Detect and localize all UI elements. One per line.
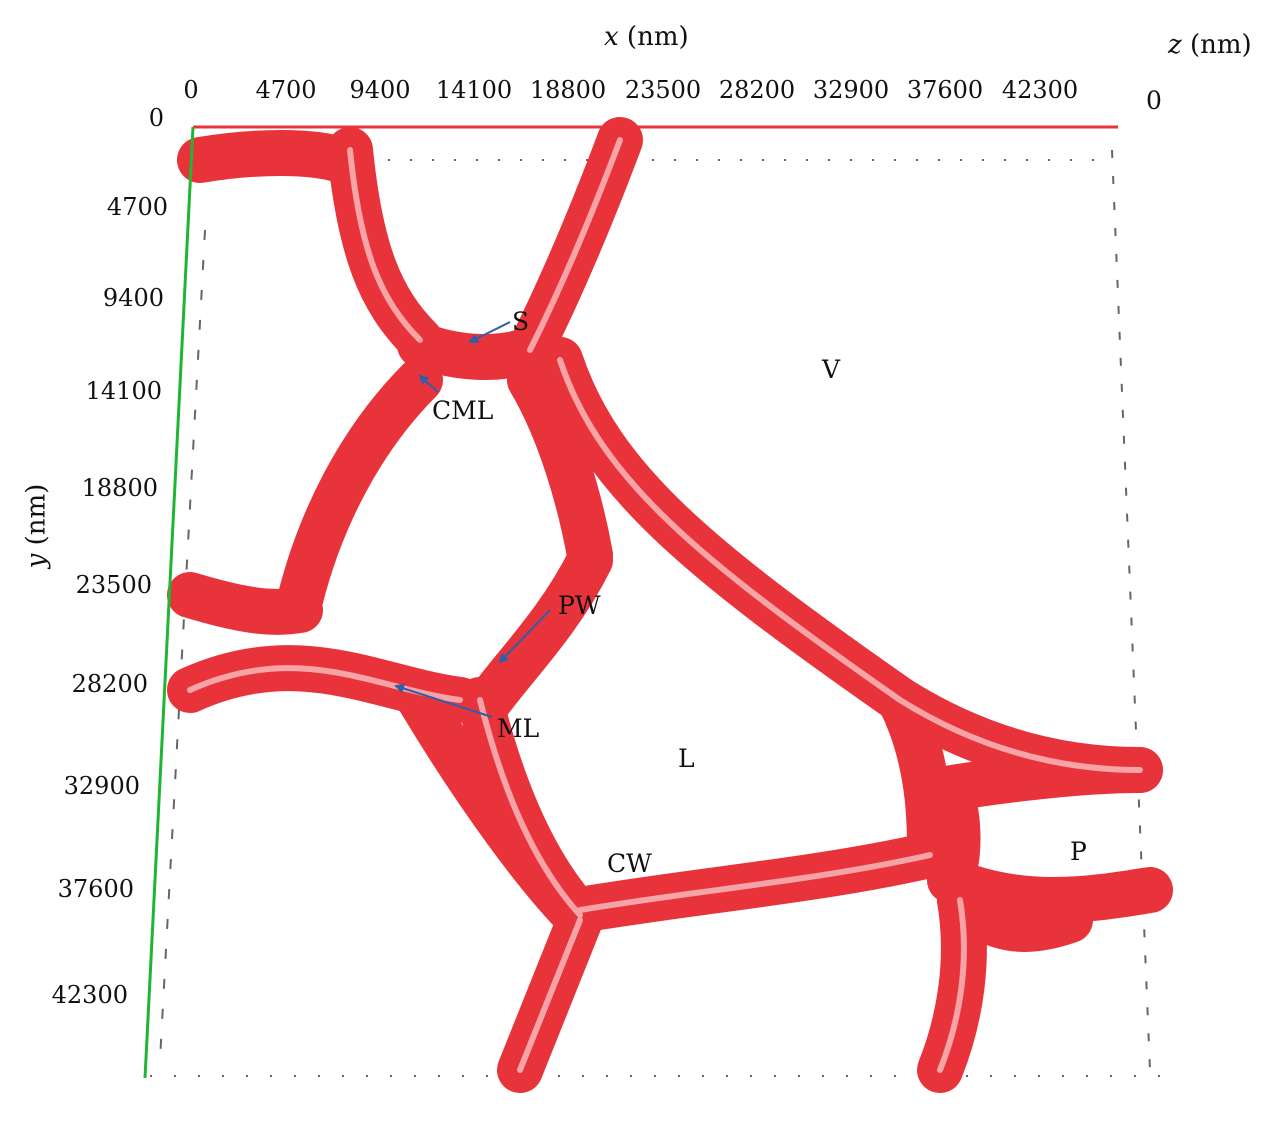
y-tick-label: 9400	[102, 284, 164, 312]
y-axis-line	[143, 126, 195, 1079]
z-axis-tick-0: 0	[1146, 86, 1162, 115]
x-tick-label: 23500	[624, 76, 702, 104]
y-tick-label: 4700	[106, 193, 168, 221]
label-l: L	[678, 744, 695, 773]
arrow-ml	[394, 683, 493, 718]
label-cml: CML	[432, 396, 494, 425]
wall-left-vertical	[327, 127, 443, 363]
right-tick-column	[1111, 149, 1151, 1071]
wall-right-lumen	[507, 357, 613, 578]
x-tick-label: 18800	[529, 76, 607, 104]
frame-ticks	[150, 149, 1165, 1077]
label-v: V	[822, 355, 841, 384]
annotation-arrows	[394, 321, 551, 718]
arrow-s	[468, 321, 511, 343]
x-tick-label: 42300	[1001, 76, 1079, 104]
wall-left-lumen	[277, 357, 443, 623]
y-tick-label: 14100	[85, 377, 162, 405]
y-tick-label: 32900	[63, 772, 140, 800]
x-tick-label: 32900	[812, 76, 890, 104]
wall-lumen-bottom-core	[577, 852, 933, 913]
y-tick-label: 37600	[57, 875, 134, 903]
x-tick-label: 37600	[906, 76, 984, 104]
y-tick-label: 18800	[81, 474, 158, 502]
z-axis-title: z (nm)	[1168, 32, 1252, 58]
arrow-cml	[418, 374, 439, 393]
wall-left-edge	[167, 572, 323, 635]
wall-long-diag	[537, 337, 1163, 793]
wall-pw-junction	[467, 537, 613, 723]
y-tick-label: 42300	[51, 981, 128, 1009]
cell-walls	[167, 117, 1173, 1093]
x-tick-label: 4700	[255, 76, 317, 104]
wall-bottom-descend-core	[517, 917, 583, 1073]
wall-bottom-left-branch	[397, 677, 603, 943]
x-axis-unit: (nm)	[618, 22, 689, 52]
axes-lines	[143, 125, 1118, 1079]
wall-p-left	[927, 767, 981, 903]
x-axis-title: x (nm)	[604, 24, 689, 50]
x-tick-label: 14100	[435, 76, 513, 104]
y-tick-label: 0	[148, 104, 164, 132]
wall-left-vertical-core	[347, 147, 423, 343]
x-tick-label: 28200	[718, 76, 796, 104]
y-tick-label: 28200	[71, 670, 148, 698]
wall-bottom-right-branch	[937, 877, 1093, 952]
label-ml: ML	[497, 714, 540, 743]
wall-bridge-top	[397, 322, 553, 380]
label-s: S	[512, 307, 530, 336]
y-tick-label: 23500	[75, 571, 152, 599]
x-axis-var: x	[604, 22, 619, 52]
left-tick-column	[159, 229, 206, 1061]
x-tick-label: 0	[183, 76, 199, 104]
wall-upper-diag-core	[527, 137, 623, 353]
wall-lower-left-core	[187, 665, 463, 703]
wall-ml-down-core	[477, 697, 583, 918]
z-axis-var: z	[1168, 30, 1182, 60]
label-p: P	[1070, 837, 1087, 866]
wall-bottom-right-descend-core	[937, 897, 967, 1073]
label-pw: PW	[558, 591, 601, 620]
wall-long-diag-core	[557, 357, 1143, 773]
z-axis-unit: (nm)	[1181, 30, 1252, 60]
label-cw: CW	[607, 849, 652, 878]
x-tick-label: 9400	[349, 76, 411, 104]
arrow-pw	[498, 609, 551, 664]
